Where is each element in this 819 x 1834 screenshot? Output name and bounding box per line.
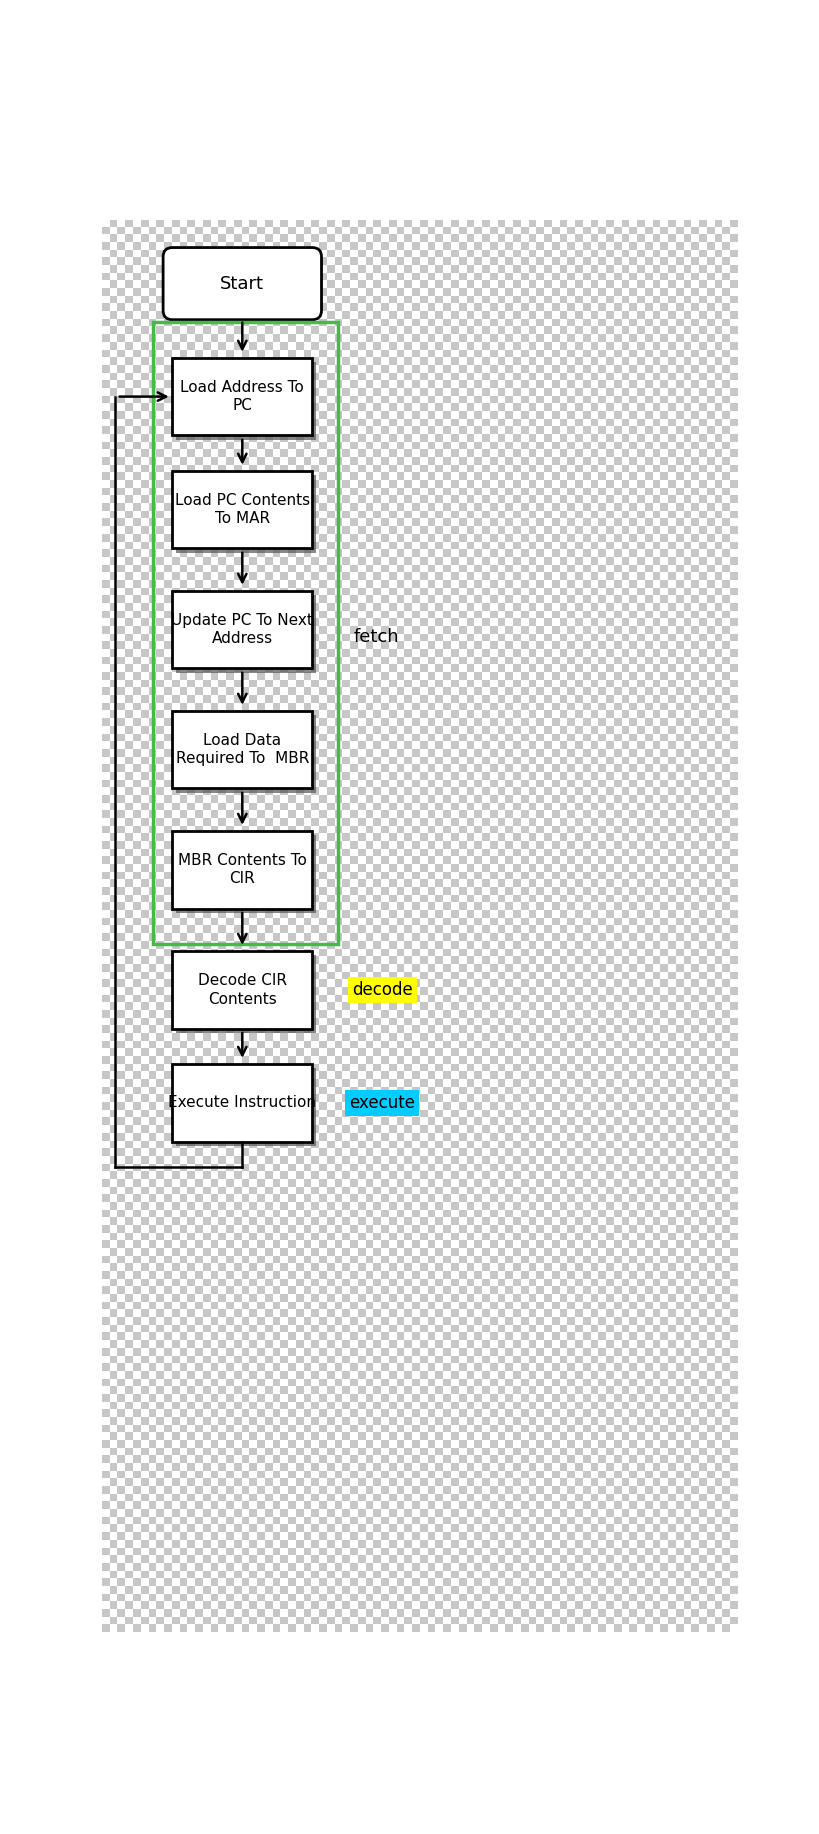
FancyBboxPatch shape xyxy=(172,1064,312,1141)
Text: Update PC To Next
Address: Update PC To Next Address xyxy=(171,613,313,646)
FancyBboxPatch shape xyxy=(172,950,312,1029)
Text: Start: Start xyxy=(220,275,264,293)
Text: MBR Contents To
CIR: MBR Contents To CIR xyxy=(178,853,306,886)
Text: decode: decode xyxy=(351,981,412,1000)
FancyBboxPatch shape xyxy=(172,358,312,435)
FancyBboxPatch shape xyxy=(176,361,315,440)
Text: Load Data
Required To  MBR: Load Data Required To MBR xyxy=(175,734,309,767)
FancyBboxPatch shape xyxy=(172,831,312,908)
Text: Decode CIR
Contents: Decode CIR Contents xyxy=(197,972,287,1007)
FancyBboxPatch shape xyxy=(176,834,315,913)
Text: Load PC Contents
To MAR: Load PC Contents To MAR xyxy=(174,493,310,526)
Text: Load Address To
PC: Load Address To PC xyxy=(180,380,304,413)
Ellipse shape xyxy=(172,259,319,317)
FancyBboxPatch shape xyxy=(176,475,315,552)
Text: execute: execute xyxy=(349,1093,414,1111)
FancyBboxPatch shape xyxy=(176,715,315,792)
FancyBboxPatch shape xyxy=(176,956,315,1033)
FancyBboxPatch shape xyxy=(176,1067,315,1146)
FancyBboxPatch shape xyxy=(172,471,312,548)
FancyBboxPatch shape xyxy=(172,712,312,789)
FancyBboxPatch shape xyxy=(176,594,315,673)
FancyBboxPatch shape xyxy=(172,591,312,668)
FancyBboxPatch shape xyxy=(163,248,321,319)
Text: Execute Instruction: Execute Instruction xyxy=(168,1095,316,1110)
Text: fetch: fetch xyxy=(353,627,399,646)
